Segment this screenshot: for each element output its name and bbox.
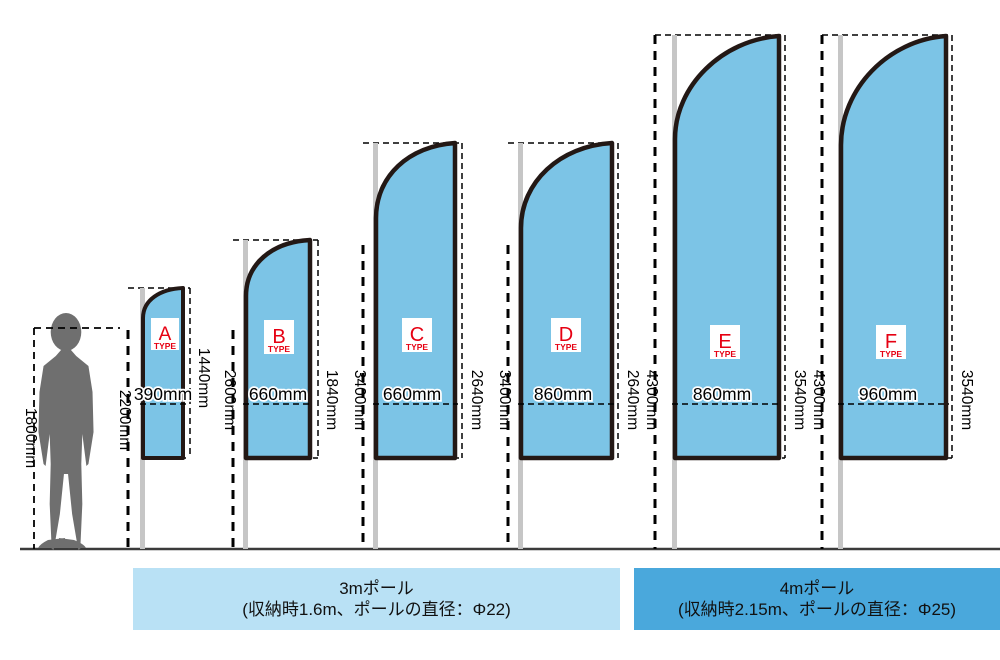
human-dimension xyxy=(33,327,120,549)
flag-pole-label-A: 2200mm xyxy=(116,390,133,450)
type-badge-sub-F: TYPE xyxy=(880,349,903,359)
type-badge-letter-D: D xyxy=(559,324,573,346)
flag-width-label-E: 860mm xyxy=(693,384,751,404)
flag-group-B: B TYPE 660mm 2600mm 1840mm xyxy=(221,237,340,549)
flag-width-label-F: 960mm xyxy=(859,384,917,404)
flag-group-D: D TYPE 860mm 3400mm 2640mm xyxy=(496,140,641,549)
legend-4m-line1: 4mポール xyxy=(779,578,855,598)
flag-height-label-D: 2640mm xyxy=(624,370,641,430)
type-badge-letter-B: B xyxy=(272,326,285,348)
legend-pole-4m: 4mポール (収納時2.15m、ポールの直径：Φ25) xyxy=(634,568,1000,630)
human-height-label: 1800mm xyxy=(22,408,39,468)
flag-shape-D xyxy=(518,140,615,461)
flag-height-label-E: 3540mm xyxy=(791,370,808,430)
type-badge-bg-E xyxy=(710,325,740,359)
type-badge-sub-D: TYPE xyxy=(555,342,578,352)
flag-group-F: F TYPE 960mm 4300mm 3540mm xyxy=(810,33,975,549)
type-badge-bg-A xyxy=(151,318,179,350)
flag-width-label-B: 660mm xyxy=(249,384,307,404)
flag-height-label-B: 1840mm xyxy=(323,370,340,430)
type-badge-sub-C: TYPE xyxy=(406,342,429,352)
type-badge-sub-B: TYPE xyxy=(268,344,291,354)
flag-shape-F xyxy=(838,33,949,461)
type-badge-letter-E: E xyxy=(718,331,731,353)
human-silhouette xyxy=(38,313,94,564)
legend-3m-line1: 3mポール xyxy=(339,578,414,598)
legend-pole-3m: 3mポール (収納時1.6m、ポールの直径：Φ22) xyxy=(133,568,620,630)
flag-shape-E xyxy=(672,33,782,461)
flag-width-label-A: 390mm xyxy=(134,384,192,404)
flag-width-label-C: 660mm xyxy=(383,384,441,404)
flag-pole-label-C: 3400mm xyxy=(351,370,368,430)
type-badge-letter-A: A xyxy=(159,324,172,345)
flag-height-label-F: 3540mm xyxy=(958,370,975,430)
flag-group-C: C TYPE 660mm 3400mm 2640mm xyxy=(351,140,485,549)
flag-height-label-A: 1440mm xyxy=(195,348,212,408)
flag-group-A: A TYPE 390mm 2200mm 1440mm xyxy=(116,286,212,549)
legend-4m-line2: (収納時2.15m、ポールの直径：Φ25) xyxy=(677,600,957,619)
type-badge-letter-C: C xyxy=(410,324,424,346)
flag-pole-label-E: 4300mm xyxy=(643,370,660,430)
flag-shape-C xyxy=(373,140,458,461)
flag-pole-label-B: 2600mm xyxy=(221,370,238,430)
type-badge-bg-B xyxy=(264,320,294,354)
flag-group-E: E TYPE 860mm 4300mm 3540mm xyxy=(643,33,808,549)
type-badge-sub-E: TYPE xyxy=(714,349,737,359)
type-badge-sub-A: TYPE xyxy=(154,341,177,351)
flag-pole-label-D: 3400mm xyxy=(496,370,513,430)
flag-width-label-D: 860mm xyxy=(534,384,592,404)
legend-3m-line2: (収納時1.6m、ポールの直径：Φ22) xyxy=(242,600,511,619)
flag-shape-A xyxy=(141,286,185,460)
type-badge-bg-F xyxy=(876,325,906,359)
flag-height-label-C: 2640mm xyxy=(468,370,485,430)
flag-pole-label-F: 4300mm xyxy=(810,370,827,430)
type-badge-letter-F: F xyxy=(885,331,897,353)
type-badge-bg-D xyxy=(551,318,581,352)
type-badge-bg-C xyxy=(402,318,432,352)
